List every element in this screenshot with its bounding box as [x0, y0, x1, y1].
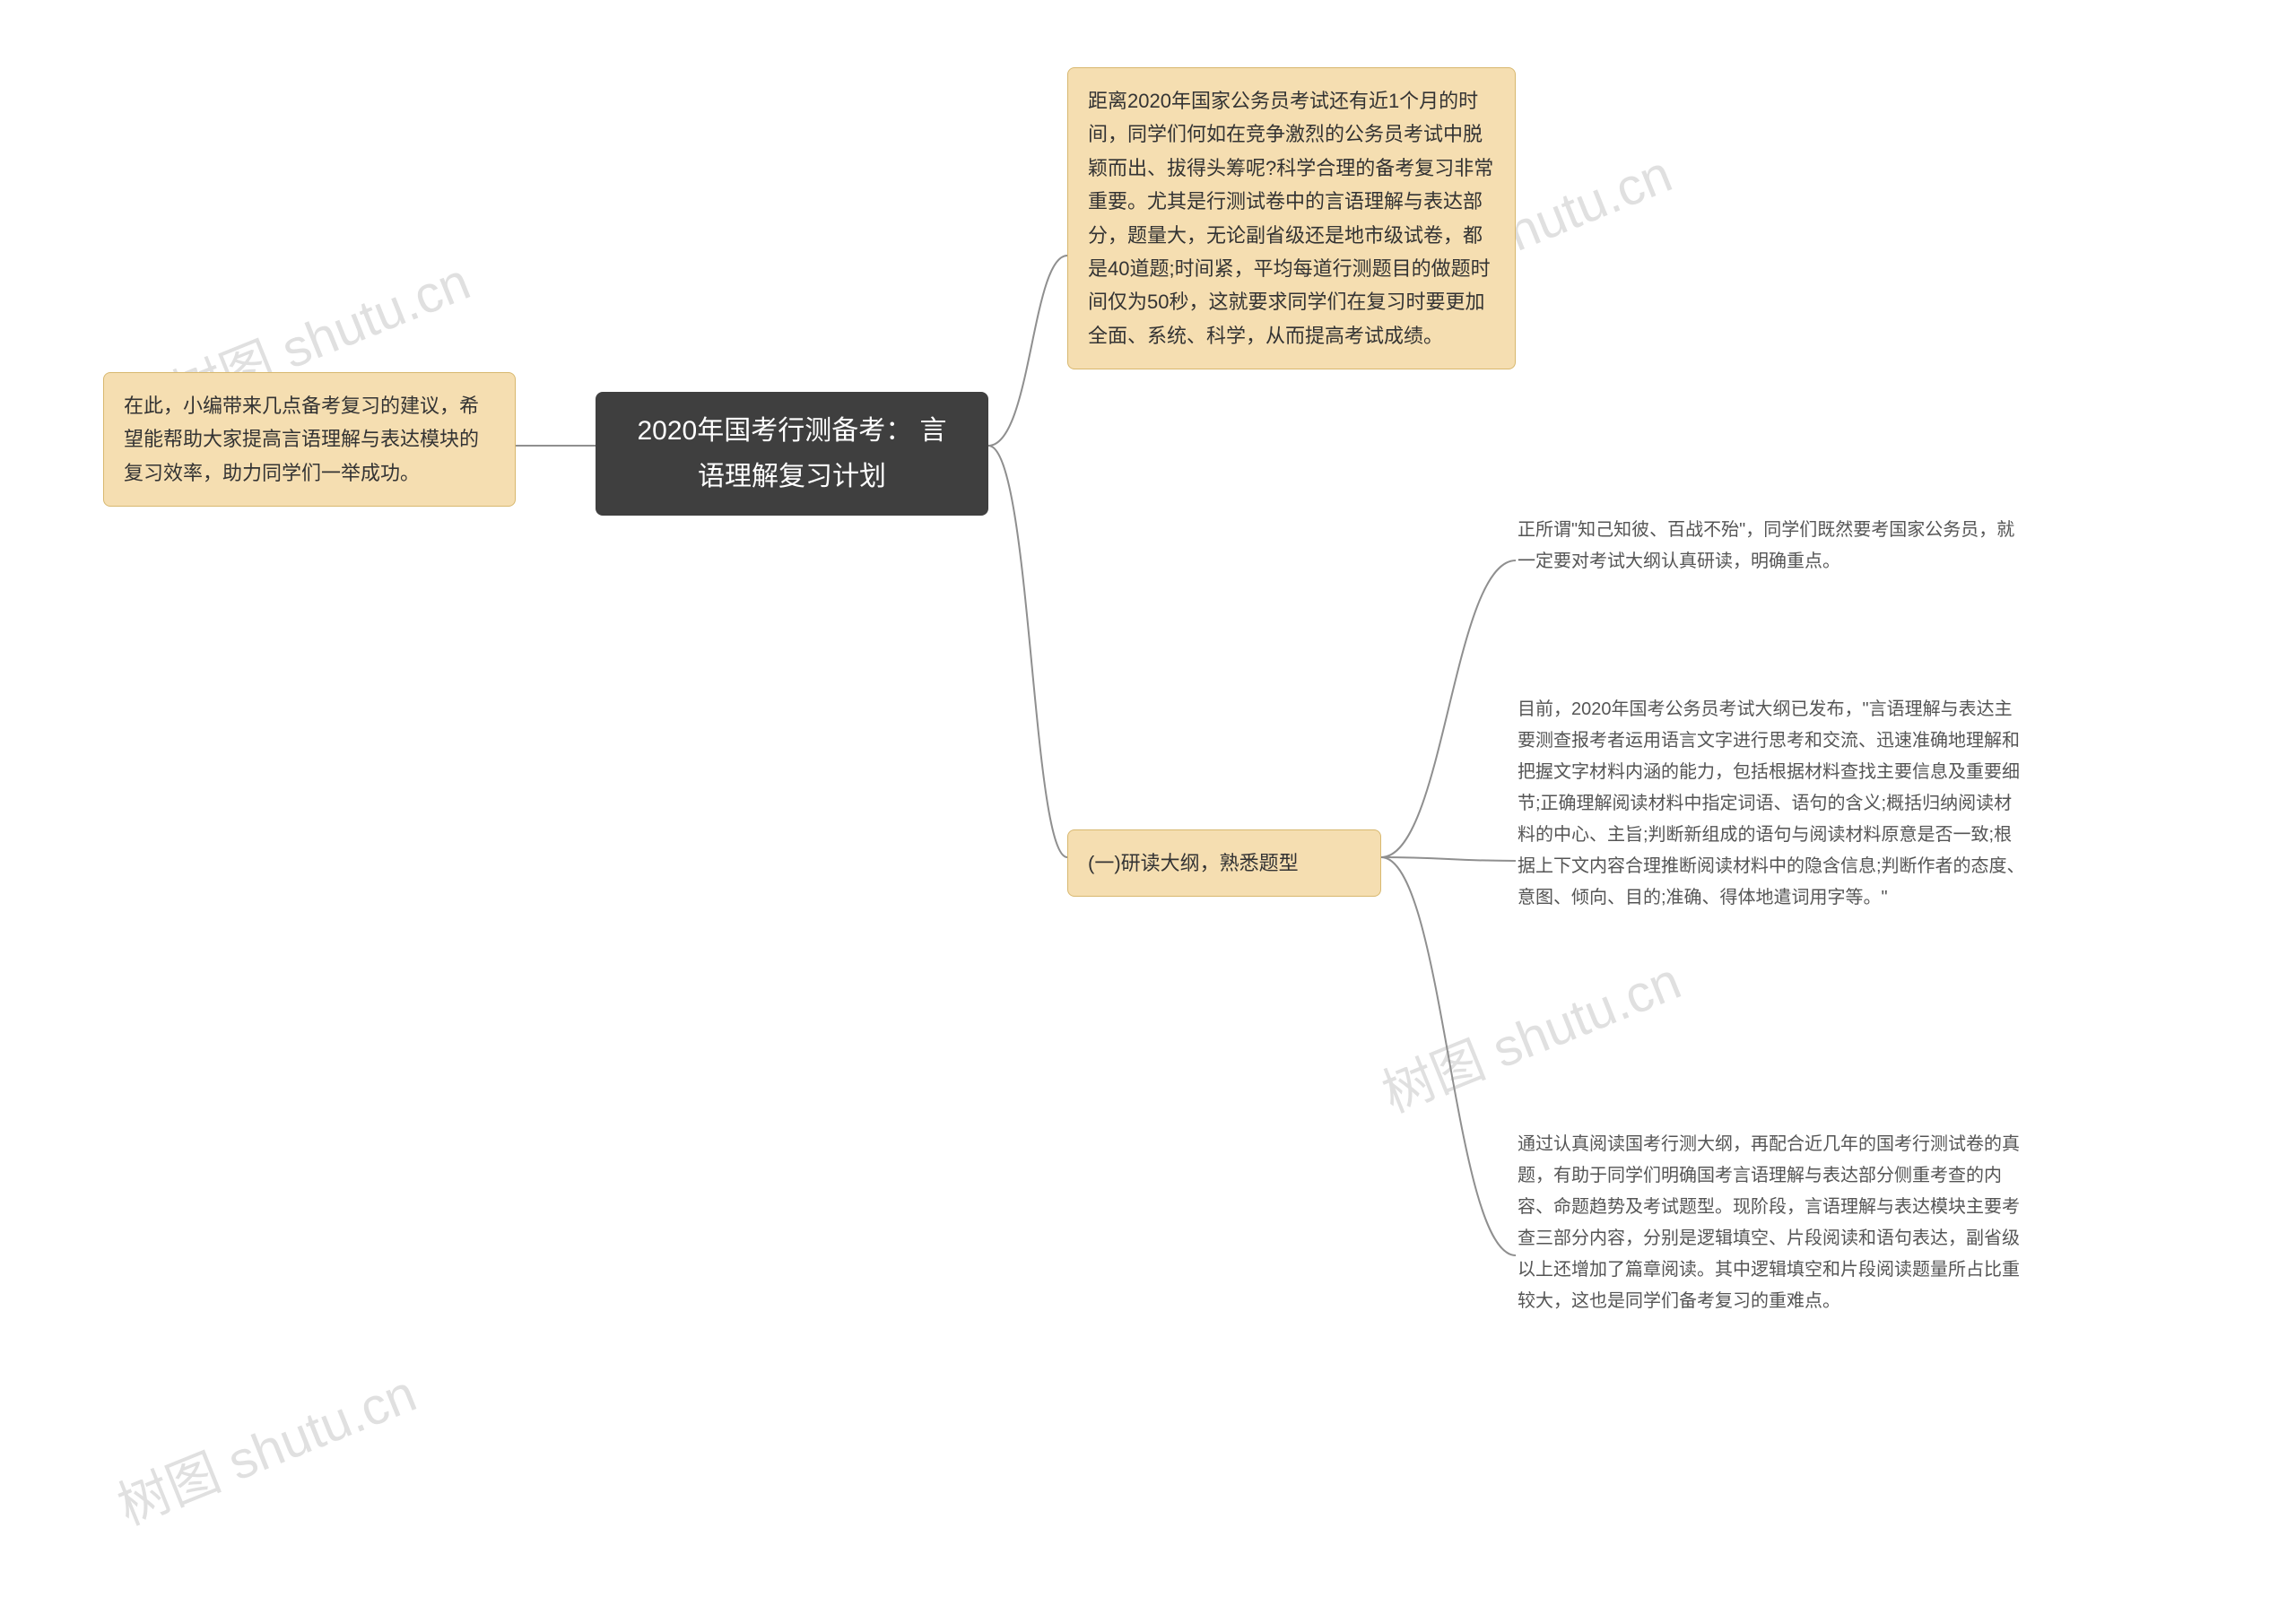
right-branch-intro-node: 距离2020年国家公务员考试还有近1个月的时间，同学们何如在竞争激烈的公务员考试… — [1067, 67, 1516, 369]
root-node: 2020年国考行测备考： 言 语理解复习计划 — [596, 392, 988, 516]
leaf-node-2: 目前，2020年国考公务员考试大纲已发布，"言语理解与表达主要测查报考者运用语言… — [1516, 690, 2027, 917]
mindmap-canvas: 树图 shutu.cn 树图 shutu.cn 树图 shutu.cn 树图 s… — [0, 0, 2296, 1606]
leaf-2-text: 目前，2020年国考公务员考试大纲已发布，"言语理解与表达主要测查报考者运用语言… — [1518, 699, 2025, 907]
leaf-node-3: 通过认真阅读国考行测大纲，再配合近几年的国考行测试卷的真题，有助于同学们明确国考… — [1516, 1125, 2027, 1321]
right-branch-section-node: (一)研读大纲，熟悉题型 — [1067, 829, 1381, 897]
leaf-1-text: 正所谓"知己知彼、百战不殆"，同学们既然要考国家公务员，就一定要对考试大纲认真研… — [1518, 520, 2014, 571]
leaf-3-text: 通过认真阅读国考行测大纲，再配合近几年的国考行测试卷的真题，有助于同学们明确国考… — [1518, 1134, 2020, 1311]
right-branch-intro-text: 距离2020年国家公务员考试还有近1个月的时间，同学们何如在竞争激烈的公务员考试… — [1088, 90, 1493, 347]
root-title-line1: 2020年国考行测备考： 言 — [615, 408, 969, 454]
root-title-line2: 语理解复习计划 — [615, 454, 969, 499]
right-branch-section-text: (一)研读大纲，熟悉题型 — [1088, 852, 1299, 874]
left-branch-node: 在此，小编带来几点备考复习的建议，希望能帮助大家提高言语理解与表达模块的复习效率… — [103, 372, 516, 507]
leaf-node-1: 正所谓"知己知彼、百战不殆"，同学们既然要考国家公务员，就一定要对考试大纲认真研… — [1516, 511, 2018, 581]
watermark: 树图 shutu.cn — [1370, 939, 1690, 1127]
watermark: 树图 shutu.cn — [105, 1351, 425, 1540]
left-branch-text: 在此，小编带来几点备考复习的建议，希望能帮助大家提高言语理解与表达模块的复习效率… — [124, 395, 479, 484]
